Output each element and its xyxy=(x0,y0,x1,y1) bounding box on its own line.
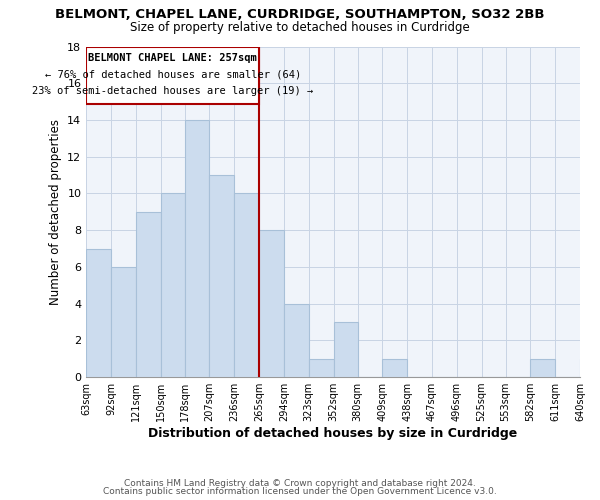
Bar xyxy=(209,175,234,377)
Bar xyxy=(86,248,111,377)
Bar xyxy=(259,230,284,377)
Y-axis label: Number of detached properties: Number of detached properties xyxy=(49,119,62,305)
Text: Contains HM Land Registry data © Crown copyright and database right 2024.: Contains HM Land Registry data © Crown c… xyxy=(124,478,476,488)
Text: ← 76% of detached houses are smaller (64): ← 76% of detached houses are smaller (64… xyxy=(44,70,301,80)
Text: Size of property relative to detached houses in Curdridge: Size of property relative to detached ho… xyxy=(130,21,470,34)
Bar xyxy=(284,304,309,377)
Bar xyxy=(111,267,136,377)
Bar xyxy=(382,358,407,377)
Bar xyxy=(161,194,185,377)
Text: BELMONT CHAPEL LANE: 257sqm: BELMONT CHAPEL LANE: 257sqm xyxy=(88,54,257,64)
Bar xyxy=(309,358,334,377)
Bar xyxy=(530,358,555,377)
Bar xyxy=(185,120,209,377)
Text: 23% of semi-detached houses are larger (19) →: 23% of semi-detached houses are larger (… xyxy=(32,86,313,97)
Bar xyxy=(234,194,259,377)
Text: Contains public sector information licensed under the Open Government Licence v3: Contains public sector information licen… xyxy=(103,487,497,496)
Bar xyxy=(334,322,358,377)
Bar xyxy=(580,358,600,377)
Text: BELMONT, CHAPEL LANE, CURDRIDGE, SOUTHAMPTON, SO32 2BB: BELMONT, CHAPEL LANE, CURDRIDGE, SOUTHAM… xyxy=(55,8,545,20)
FancyBboxPatch shape xyxy=(86,46,259,104)
Bar xyxy=(136,212,161,377)
X-axis label: Distribution of detached houses by size in Curdridge: Distribution of detached houses by size … xyxy=(148,427,518,440)
